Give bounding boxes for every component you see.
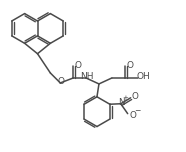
Text: O: O xyxy=(58,78,65,86)
Text: OH: OH xyxy=(137,73,150,81)
Text: O: O xyxy=(129,111,136,120)
Text: O: O xyxy=(126,61,133,70)
Text: O: O xyxy=(75,61,82,70)
Text: −: − xyxy=(134,106,141,115)
Text: O: O xyxy=(131,92,138,101)
Text: N: N xyxy=(118,98,125,107)
Text: NH: NH xyxy=(80,73,94,81)
Text: +: + xyxy=(122,95,128,101)
